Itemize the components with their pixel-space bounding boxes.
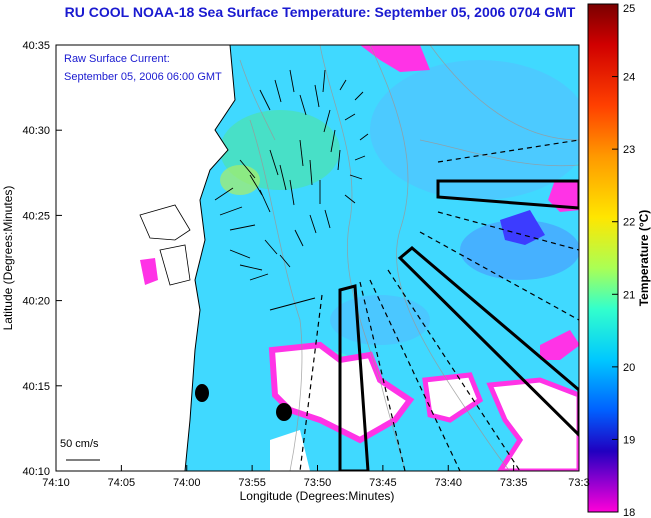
temperature-colorbar [587, 3, 619, 513]
y-tick-label: 40:15 [22, 381, 50, 393]
station-marker [195, 384, 209, 402]
map-title: RU COOL NOAA-18 Sea Surface Temperature:… [64, 4, 576, 20]
scale-arrow-label: 50 cm/s [60, 438, 99, 450]
y-tick-label: 40:25 [22, 210, 50, 222]
colorbar-tick-label: 25 [623, 3, 635, 15]
x-tick-label: 73:45 [369, 477, 397, 489]
colorbar-tick-label: 24 [623, 72, 635, 84]
current-label-title: Raw Surface Current: [64, 53, 170, 65]
y-tick-label: 40:20 [22, 296, 50, 308]
x-tick-label: 73:50 [304, 477, 332, 489]
x-tick-label: 74:00 [173, 477, 201, 489]
x-tick-label: 74:05 [108, 477, 136, 489]
colorbar-tick-label: 19 [623, 434, 635, 446]
x-axis-ticks: 74:10 74:05 74:00 73:55 73:50 73:45 73:40 73:35… [42, 465, 590, 489]
bathymetry-contours [239, 45, 579, 471]
current-label-time: September 05, 2006 06:00 GMT [64, 71, 222, 83]
y-axis-label: Latitude (Degrees:Minutes) [1, 186, 15, 331]
x-tick-label: 74:10 [42, 477, 70, 489]
x-tick-label: 73:35 [500, 477, 528, 489]
y-tick-label: 40:35 [22, 40, 50, 52]
y-tick-label: 40:10 [22, 466, 50, 478]
x-axis-label: Longitude (Degrees:Minutes) [240, 489, 395, 503]
surface-current-vectors [66, 69, 369, 461]
sector-lines [299, 139, 579, 471]
colorbar-tick-label: 23 [623, 144, 635, 156]
colorbar-label: Temperature (°C) [637, 210, 651, 307]
colorbar-tick-label: 20 [623, 362, 635, 374]
sampling-boxes [338, 179, 579, 471]
land-new-jersey [56, 45, 236, 471]
x-tick-label: 73:3 [568, 477, 589, 489]
x-tick-label: 73:40 [434, 477, 462, 489]
colorbar-tick-label: 18 [623, 507, 635, 518]
y-tick-label: 40:30 [22, 125, 50, 137]
y-axis-ticks: 40:35 40:30 40:25 40:20 40:15 40:10 [22, 40, 62, 478]
colorbar-tick-label: 21 [623, 289, 635, 301]
x-tick-label: 73:55 [238, 477, 266, 489]
colorbar-ticks: 25 24 23 22 21 20 19 18 [612, 3, 635, 518]
cold-patch [360, 45, 430, 72]
station-marker [276, 403, 292, 421]
colorbar-tick-label: 22 [623, 217, 635, 229]
map-plot-area [56, 45, 579, 471]
